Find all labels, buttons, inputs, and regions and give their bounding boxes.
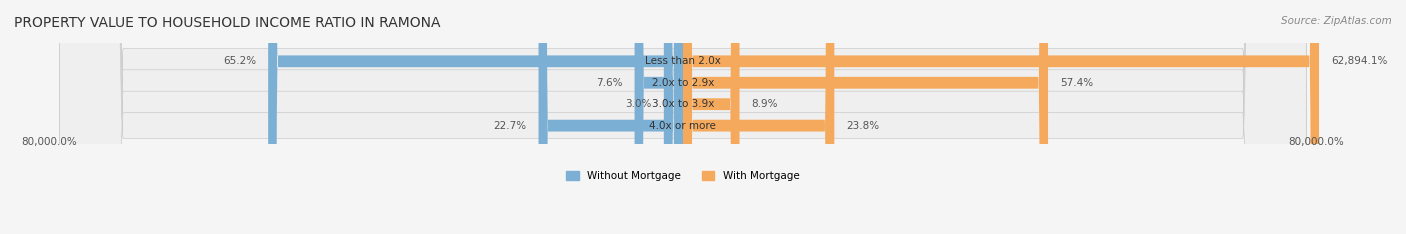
Text: 65.2%: 65.2% xyxy=(224,56,256,66)
FancyBboxPatch shape xyxy=(683,0,834,234)
FancyBboxPatch shape xyxy=(59,0,1306,234)
Text: 8.9%: 8.9% xyxy=(751,99,778,109)
FancyBboxPatch shape xyxy=(683,0,740,234)
FancyBboxPatch shape xyxy=(59,0,1306,234)
FancyBboxPatch shape xyxy=(59,0,1306,234)
FancyBboxPatch shape xyxy=(538,0,683,234)
Text: 7.6%: 7.6% xyxy=(596,78,623,88)
Text: 57.4%: 57.4% xyxy=(1060,78,1092,88)
FancyBboxPatch shape xyxy=(683,0,1047,234)
Text: 2.0x to 2.9x: 2.0x to 2.9x xyxy=(652,78,714,88)
Text: 62,894.1%: 62,894.1% xyxy=(1331,56,1388,66)
FancyBboxPatch shape xyxy=(269,0,683,234)
Text: 3.0x to 3.9x: 3.0x to 3.9x xyxy=(652,99,714,109)
Text: 23.8%: 23.8% xyxy=(846,121,879,131)
Text: Less than 2.0x: Less than 2.0x xyxy=(645,56,721,66)
FancyBboxPatch shape xyxy=(683,0,1319,234)
Legend: Without Mortgage, With Mortgage: Without Mortgage, With Mortgage xyxy=(567,171,800,181)
Text: PROPERTY VALUE TO HOUSEHOLD INCOME RATIO IN RAMONA: PROPERTY VALUE TO HOUSEHOLD INCOME RATIO… xyxy=(14,16,440,30)
Text: 80,000.0%: 80,000.0% xyxy=(21,137,77,147)
Text: Source: ZipAtlas.com: Source: ZipAtlas.com xyxy=(1281,16,1392,26)
FancyBboxPatch shape xyxy=(59,0,1306,234)
Text: 3.0%: 3.0% xyxy=(626,99,652,109)
Text: 22.7%: 22.7% xyxy=(494,121,527,131)
Text: 80,000.0%: 80,000.0% xyxy=(1289,137,1344,147)
FancyBboxPatch shape xyxy=(664,0,683,234)
FancyBboxPatch shape xyxy=(634,0,683,234)
Text: 4.0x or more: 4.0x or more xyxy=(650,121,717,131)
